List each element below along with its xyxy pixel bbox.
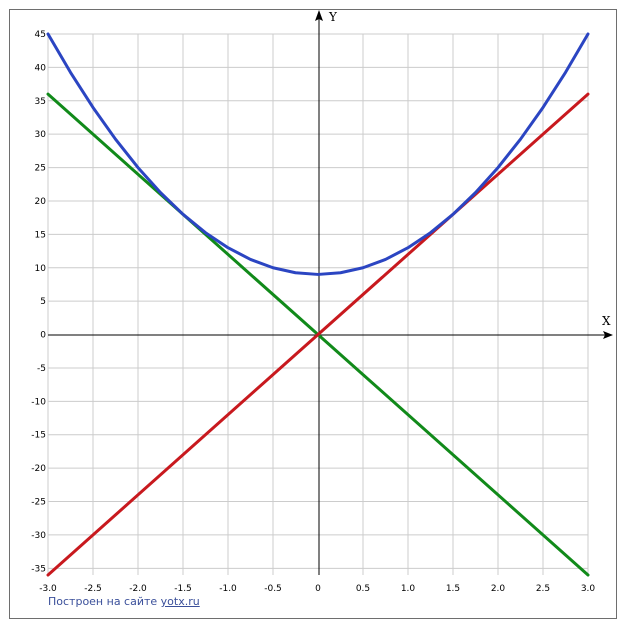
- tick-labels: -3.0 -2.5 -2.0 -1.5 -1.0 -0.5 0 0.5 1.0 1.5 2.0 2.5…: [31, 30, 595, 594]
- series-group: [46, 32, 590, 577]
- y-tick-label: 15: [35, 230, 46, 240]
- y-tick-label: 0: [40, 331, 46, 341]
- y-tick-label: 25: [35, 164, 46, 174]
- y-tick-label: -20: [31, 464, 46, 474]
- y-tick-label: 40: [35, 63, 47, 73]
- x-tick-label: -2.0: [129, 584, 147, 594]
- x-tick-label: 2.5: [536, 584, 550, 594]
- y-tick-label: 30: [35, 130, 47, 140]
- x-tick-label: 0.5: [356, 584, 370, 594]
- y-tick-label: -5: [37, 364, 46, 374]
- y-tick-label: 35: [35, 97, 46, 107]
- y-tick-label: -25: [31, 498, 46, 508]
- credit-link[interactable]: yotx.ru: [160, 595, 200, 608]
- x-tick-label: 0: [315, 584, 321, 594]
- y-tick-label: -15: [31, 431, 46, 441]
- y-tick-label: 5: [40, 297, 46, 307]
- x-tick-label: -1.0: [219, 584, 237, 594]
- y-tick-label: -10: [31, 397, 46, 407]
- y-tick-label: 45: [35, 30, 46, 40]
- footer-credit: Построен на сайте yotx.ru: [48, 595, 200, 608]
- axes: [48, 10, 613, 575]
- grid: [47, 33, 589, 575]
- x-axis-arrow: [603, 331, 613, 339]
- y-tick-label: 10: [35, 264, 47, 274]
- x-tick-label: 1.5: [446, 584, 460, 594]
- x-axis-label: X: [602, 314, 611, 328]
- x-tick-label: -3.0: [39, 584, 57, 594]
- series-rising-line: [46, 92, 590, 577]
- x-tick-label: 2.0: [491, 584, 506, 594]
- x-tick-label: -1.5: [174, 584, 192, 594]
- y-tick-label: 20: [35, 197, 47, 207]
- y-tick-label: -30: [31, 531, 46, 541]
- y-axis-label: Y: [328, 10, 338, 24]
- series-parabola-line: [46, 32, 590, 276]
- y-tick-label: -35: [31, 564, 46, 574]
- x-tick-label: -0.5: [264, 584, 282, 594]
- chart-frame: [9, 9, 617, 619]
- y-axis-arrow: [315, 10, 323, 21]
- credit-text: Построен на сайте: [48, 595, 158, 608]
- x-tick-label: 1.0: [401, 584, 416, 594]
- x-tick-label: -2.5: [84, 584, 102, 594]
- x-tick-label: 3.0: [581, 584, 596, 594]
